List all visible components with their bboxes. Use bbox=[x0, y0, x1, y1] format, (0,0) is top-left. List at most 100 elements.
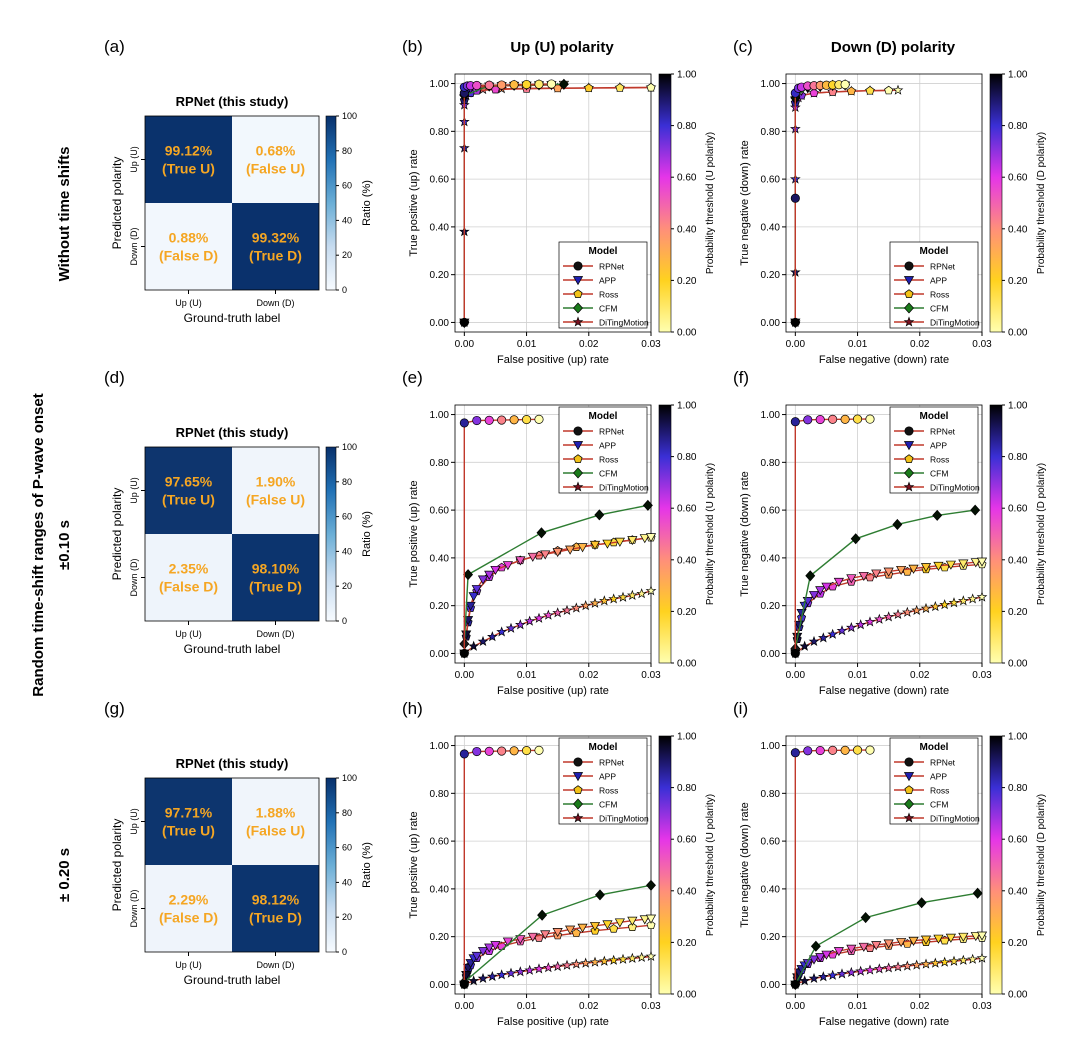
cm-cell-label: (True U) bbox=[162, 161, 215, 177]
threshold-colorbar bbox=[658, 404, 672, 664]
marker-app bbox=[465, 601, 476, 611]
cm-colorbar-tick-label: 60 bbox=[342, 181, 352, 191]
marker-app bbox=[627, 916, 638, 926]
legend-title: Model bbox=[920, 246, 949, 257]
colorbar-label: Probability threshold (D polarity) bbox=[1036, 463, 1047, 605]
marker-app bbox=[883, 567, 894, 577]
colorbar-tick-label: 0.80 bbox=[677, 452, 697, 463]
marker-app bbox=[468, 592, 479, 602]
marker-app bbox=[896, 565, 907, 576]
panel-letter-g: (g) bbox=[104, 699, 125, 718]
colorbar-label: Probability threshold (D polarity) bbox=[1036, 794, 1047, 936]
marker-ross bbox=[846, 86, 856, 96]
cm-cell bbox=[232, 534, 319, 621]
x-tick-label: 0.03 bbox=[641, 339, 661, 350]
marker-cfm bbox=[892, 518, 903, 530]
marker-app bbox=[846, 944, 857, 954]
marker-ditingmotion bbox=[626, 589, 638, 600]
marker-cfm bbox=[904, 798, 914, 810]
marker-rpnet bbox=[828, 745, 838, 755]
x-tick-label: 0.00 bbox=[455, 1001, 475, 1012]
marker-ditingmotion bbox=[617, 591, 629, 602]
legend-title: Model bbox=[589, 246, 618, 257]
colorbar-tick-label: 0.80 bbox=[1008, 783, 1028, 794]
cm-cell-label: (True D) bbox=[249, 910, 302, 926]
marker-rpnet bbox=[828, 414, 838, 424]
marker-app bbox=[908, 936, 919, 946]
marker-app bbox=[976, 557, 988, 567]
marker-rpnet bbox=[472, 415, 482, 426]
y-tick-label: 0.40 bbox=[430, 884, 450, 895]
marker-ross bbox=[573, 454, 583, 463]
y-axis-label: True negative (down) rate bbox=[739, 140, 751, 266]
cm-frame bbox=[144, 446, 320, 622]
panel-letter-d: (d) bbox=[104, 368, 125, 387]
y-tick-label: 0.40 bbox=[761, 222, 781, 233]
legend-label: CFM bbox=[930, 469, 948, 479]
legend-label: DiTingMotion bbox=[599, 318, 649, 328]
marker-cfm bbox=[860, 912, 871, 924]
legend-label: CFM bbox=[930, 800, 948, 810]
y-tick-label: 0.20 bbox=[430, 270, 450, 281]
marker-app bbox=[976, 931, 988, 941]
colorbar-tick-label: 0.00 bbox=[677, 328, 697, 339]
colorbar-tick-label: 1.00 bbox=[1008, 401, 1028, 412]
cm-colorbar-tick-label: 20 bbox=[342, 912, 352, 922]
series-line-cfm bbox=[794, 509, 976, 649]
y-tick-label: 0.20 bbox=[761, 601, 781, 612]
legend-label: Ross bbox=[599, 455, 618, 465]
marker-app bbox=[515, 935, 526, 945]
marker-ross bbox=[865, 85, 875, 95]
plot-frame bbox=[454, 73, 652, 333]
marker-cfm bbox=[904, 302, 914, 314]
marker-ditingmotion bbox=[808, 635, 820, 647]
marker-app bbox=[515, 556, 526, 566]
x-tick-label: 0.00 bbox=[786, 670, 806, 681]
cm-colorbar-tick-label: 80 bbox=[342, 477, 352, 487]
marker-app bbox=[602, 920, 613, 930]
x-tick-label: 0.02 bbox=[579, 670, 599, 681]
marker-app bbox=[484, 943, 495, 953]
marker-rpnet bbox=[484, 415, 494, 425]
cm-colorbar bbox=[325, 777, 337, 953]
marker-ditingmotion bbox=[939, 956, 951, 967]
cm-cell bbox=[145, 778, 232, 865]
marker-ditingmotion bbox=[901, 606, 913, 617]
cm-cell bbox=[145, 865, 232, 952]
marker-ditingmotion bbox=[580, 957, 592, 968]
y-tick-label: 0.00 bbox=[761, 649, 781, 660]
cm-colorbar-label: Ratio (%) bbox=[361, 511, 373, 557]
legend-label: RPNet bbox=[599, 427, 625, 437]
cm-colorbar-tick-label: 40 bbox=[342, 877, 352, 887]
marker-rpnet bbox=[497, 415, 507, 425]
y-tick-label: 0.80 bbox=[761, 127, 781, 138]
marker-rpnet bbox=[803, 746, 813, 756]
x-axis-label: False negative (down) rate bbox=[819, 354, 949, 366]
marker-app bbox=[645, 533, 657, 543]
marker-cfm bbox=[573, 798, 583, 810]
cm-colorbar-tick-label: 100 bbox=[342, 442, 357, 452]
marker-ditingmotion bbox=[873, 613, 885, 624]
marker-app bbox=[903, 772, 915, 782]
colorbar-tick-label: 0.40 bbox=[1008, 886, 1028, 897]
cm-x-tick-label: Up (U) bbox=[175, 629, 202, 639]
legend-label: Ross bbox=[599, 786, 618, 796]
cm-cell bbox=[232, 116, 319, 203]
legend-label: CFM bbox=[930, 304, 948, 314]
colorbar-tick-label: 0.20 bbox=[677, 938, 697, 949]
y-tick-label: 0.60 bbox=[430, 506, 450, 517]
cm-x-tick-label: Down (D) bbox=[256, 298, 294, 308]
x-tick-label: 0.02 bbox=[579, 1001, 599, 1012]
marker-ditingmotion bbox=[645, 950, 657, 962]
series-line-app bbox=[463, 536, 652, 654]
marker-app bbox=[639, 915, 650, 925]
legend-title: Model bbox=[920, 411, 949, 422]
y-tick-label: 0.00 bbox=[430, 980, 450, 991]
marker-app bbox=[821, 950, 832, 960]
marker-rpnet bbox=[790, 417, 800, 427]
marker-rpnet bbox=[509, 415, 519, 425]
marker-ditingmotion bbox=[533, 963, 545, 974]
cm-y-tick-label: Down (D) bbox=[129, 227, 139, 265]
x-tick-label: 0.00 bbox=[786, 339, 806, 350]
marker-app bbox=[572, 772, 584, 782]
